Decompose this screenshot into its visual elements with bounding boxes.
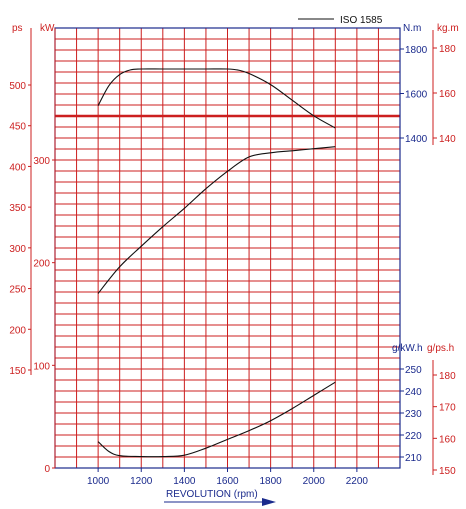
x-tick-label: 1400	[173, 476, 196, 487]
tick-label-kw: 300	[33, 156, 50, 167]
tick-label-gpsh: 150	[439, 466, 456, 477]
tick-label-gpsh: 160	[439, 434, 456, 445]
tick-label-kw: 100	[33, 361, 50, 372]
x-tick-label: 2000	[303, 476, 326, 487]
tick-label-kgm: 160	[439, 89, 456, 100]
axis-label-ps: ps	[12, 23, 23, 34]
x-tick-label: 1800	[260, 476, 283, 487]
x-tick-label: 1600	[216, 476, 239, 487]
axis-label-kw: kW	[40, 23, 55, 34]
grid-layer	[55, 28, 400, 468]
series-line-torque	[97, 68, 336, 129]
axis-label-gpsh: g/ps.h	[427, 343, 454, 354]
series-layer	[97, 68, 336, 458]
series-line-fuel-consumption	[97, 381, 336, 458]
tick-label-ps: 250	[9, 285, 26, 296]
tick-label-ps: 400	[9, 162, 26, 173]
axes-layer: 1000 1200 1400 1600 1800 2000 2200150200250300…	[9, 28, 456, 487]
legend-label: ISO 1585	[340, 15, 383, 26]
axis-label-kgm: kg.m	[437, 23, 459, 34]
header-layer: ps kW N.m kg.m g/kW.h g/ps.h ISO 1585 RE…	[12, 15, 459, 506]
tick-label-gkwh: 220	[405, 431, 422, 442]
tick-label-gkwh: 210	[405, 453, 422, 464]
axis-label-nm: N.m	[403, 23, 421, 34]
tick-label-gpsh: 170	[439, 403, 456, 414]
tick-label-gpsh: 180	[439, 371, 456, 382]
tick-label-gkwh: 230	[405, 409, 422, 420]
tick-label-kgm: 180	[439, 44, 456, 55]
tick-label-gkwh: 250	[405, 365, 422, 376]
tick-label-nm: 1400	[405, 134, 428, 145]
axis-label-gkwh: g/kW.h	[392, 343, 423, 354]
tick-label-nm: 1600	[405, 90, 428, 101]
tick-label-nm: 1800	[405, 45, 428, 56]
tick-label-ps: 200	[9, 325, 26, 336]
tick-label-gkwh: 240	[405, 387, 422, 398]
arrow-icon	[262, 498, 276, 506]
tick-label-kw: 0	[44, 464, 50, 475]
x-tick-label: 2200	[346, 476, 369, 487]
tick-label-ps: 150	[9, 366, 26, 377]
tick-label-ps: 500	[9, 81, 26, 92]
tick-label-kw: 200	[33, 259, 50, 270]
x-tick-label: 1200	[130, 476, 153, 487]
tick-label-ps: 350	[9, 203, 26, 214]
tick-label-kgm: 140	[439, 134, 456, 145]
tick-label-ps: 300	[9, 244, 26, 255]
x-axis-title: REVOLUTION (rpm)	[166, 489, 258, 500]
series-line-power	[97, 146, 336, 294]
tick-label-ps: 450	[9, 122, 26, 133]
x-tick-label: 1000	[87, 476, 110, 487]
